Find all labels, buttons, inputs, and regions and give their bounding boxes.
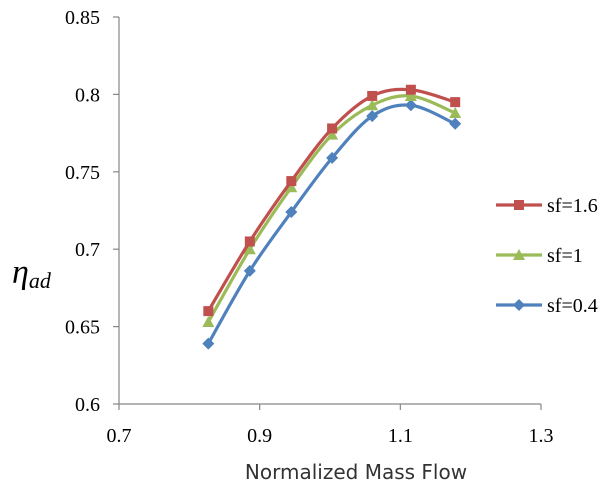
x-tick-label: 1.3 [529,425,554,447]
y-tick-label: 0.8 [75,84,100,106]
series-line [206,103,456,345]
y-tick-label: 0.6 [75,394,100,416]
x-tick-label: 0.9 [247,425,272,447]
legend-marker [514,200,524,210]
data-point [203,306,214,317]
data-point [285,206,298,219]
data-point [405,84,416,95]
y-tick-label: 0.7 [75,239,100,261]
data-point [449,117,462,130]
data-point [202,337,215,350]
legend-item: sf=1.6 [496,195,598,217]
data-point [285,181,298,193]
axes: 0.6 0.65 0.7 0.75 0.8 0.85 0.7 0.9 1.1 1.3 [65,7,554,447]
legend-item: sf=0.4 [496,295,598,317]
data-point [202,315,215,327]
data-point [404,99,417,112]
data-point [404,89,417,101]
legend-label: sf=1 [547,245,583,267]
y-tick-label: 0.65 [65,317,100,339]
legend-label: sf=0.4 [547,295,598,317]
legend-label: sf=1.6 [547,195,598,217]
data-point [366,99,379,111]
legend-marker [513,249,525,260]
legend: sf=1.6 sf=1 sf=0.4 [496,195,598,317]
x-tick-label: 0.7 [107,425,132,447]
data-point [327,123,338,134]
series-sf-0-4 [202,99,462,350]
data-point [367,90,378,101]
data-point [449,106,462,118]
y-axis-label: ηad [12,254,52,293]
y-axis-label-symbol: η [12,254,29,291]
data-point [326,151,339,164]
y-tick-label: 0.85 [65,7,100,29]
data-point [366,110,379,123]
data-point [326,128,339,140]
data-point [243,264,256,277]
series-sf-1-6 [203,84,461,317]
data-point [450,97,461,108]
y-tick-label: 0.75 [65,162,100,184]
series-layer [202,84,462,350]
data-point [286,176,297,187]
legend-marker [513,299,525,311]
data-point [244,236,255,247]
x-axis-label: Normalized Mass Flow [245,460,467,484]
x-tick-label: 1.1 [388,425,413,447]
y-axis-label-subscript: ad [29,268,52,293]
data-point [243,243,256,255]
legend-item: sf=1 [496,245,583,267]
series-sf-1 [202,89,462,327]
